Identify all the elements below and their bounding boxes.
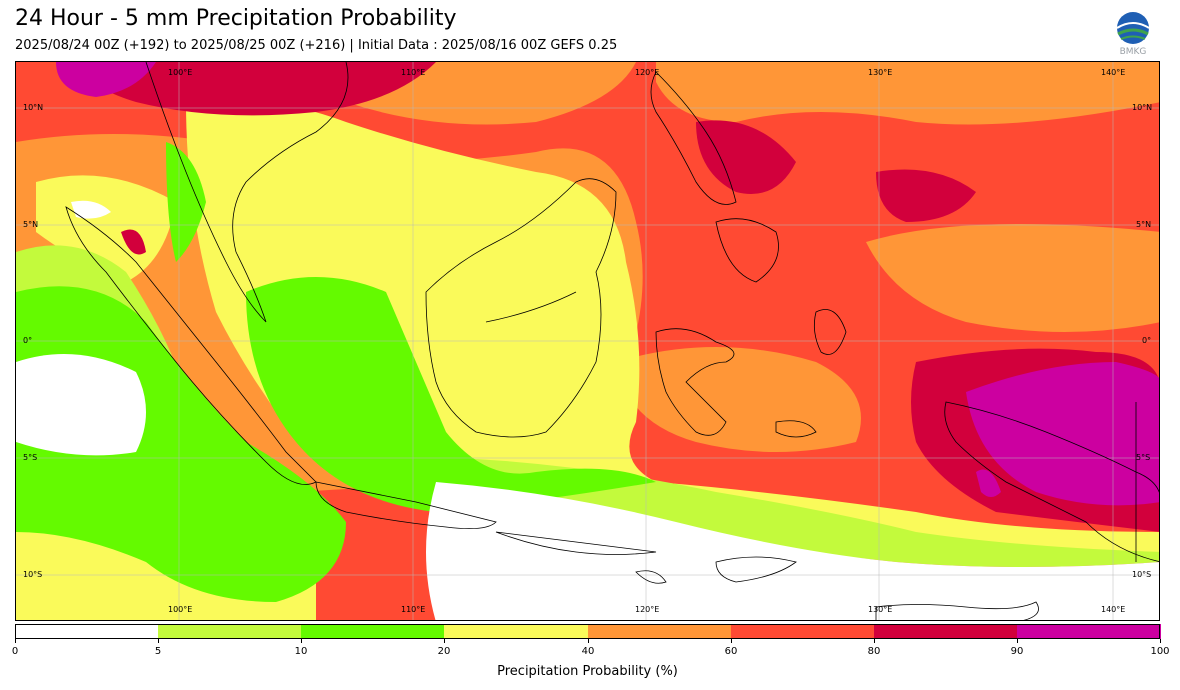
colorbar-tick-label: 60 [724,646,738,657]
lat-label-left: 5°N [23,220,39,229]
lat-label-right: 10°S [1132,570,1152,579]
lon-label-top: 130°E [868,68,893,77]
page-subtitle: 2025/08/24 00Z (+192) to 2025/08/25 00Z … [15,38,618,53]
colorbar-tick [301,639,302,643]
precipitation-map: 100°E 110°E 120°E 130°E 140°E 100°E 110°… [15,61,1160,621]
logo-text: BMKG [1120,47,1147,56]
colorbar-segment [301,624,445,639]
colorbar-tick [588,639,589,643]
colorbar-tick [874,639,875,643]
colorbar-tick [1160,639,1161,643]
colorbar-segment [587,624,732,639]
colorbar-frame [15,624,1160,639]
colorbar-tick [731,639,732,643]
lat-label-right: 0° [1142,336,1152,345]
colorbar-tick-label: 5 [154,646,162,657]
probability-field [16,62,1159,620]
colorbar-segment [444,624,588,639]
lon-label-top: 120°E [635,68,660,77]
colorbar-title: Precipitation Probability (%) [497,664,678,679]
lat-label-left: 5°S [23,453,38,462]
lat-label-right: 5°S [1136,453,1151,462]
colorbar-tick-label: 80 [867,646,881,657]
colorbar-tick [15,639,16,643]
lat-label-left: 0° [23,336,33,345]
colorbar-tick-label: 40 [581,646,595,657]
coastlines [65,62,1159,620]
colorbar [15,624,1161,639]
colorbar-tick-label: 0 [11,646,19,657]
lon-label-bottom: 140°E [1101,605,1126,614]
lon-label-top: 140°E [1101,68,1126,77]
lon-label-bottom: 110°E [401,605,426,614]
lat-label-left: 10°S [23,570,43,579]
colorbar-tick [444,639,445,643]
colorbar-segment [15,624,159,639]
lat-label-left: 10°N [23,103,44,112]
lon-label-bottom: 130°E [868,605,893,614]
lat-label-right: 5°N [1136,220,1152,229]
colorbar-segment [873,624,1018,639]
bmkg-logo-icon: BMKG [1113,10,1153,57]
colorbar-segment [1016,624,1161,639]
colorbar-tick [158,639,159,643]
colorbar-segment [730,624,875,639]
colorbar-tick-label: 100 [1150,646,1170,657]
lat-label-right: 10°N [1132,103,1153,112]
lon-label-top: 110°E [401,68,426,77]
colorbar-tick [1017,639,1018,643]
colorbar-tick-label: 20 [437,646,451,657]
lon-label-bottom: 100°E [168,605,193,614]
lon-label-bottom: 120°E [635,605,660,614]
colorbar-segment [158,624,302,639]
page-title: 24 Hour - 5 mm Precipitation Probability [15,6,457,31]
colorbar-tick-label: 10 [294,646,308,657]
colorbar-tick-label: 90 [1010,646,1024,657]
lon-label-top: 100°E [168,68,193,77]
